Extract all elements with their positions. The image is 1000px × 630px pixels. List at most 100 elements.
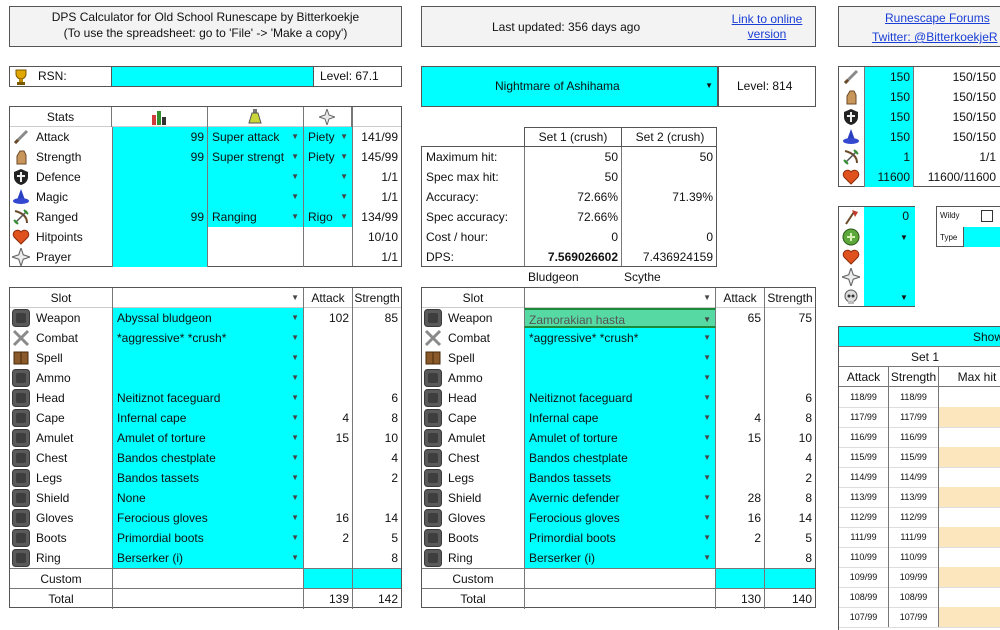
stat-boost-select[interactable]: Ranging ▼ [208,207,304,227]
stat-boost-select[interactable]: Super attack ▼ [208,127,304,147]
equipment-row-cape: Cape Infernal cape ▼ 4 8 [422,408,815,428]
right-stat-input[interactable]: 150 [864,107,914,127]
stat-level-input[interactable]: 99 [112,207,208,227]
legs-slot-icon [424,469,442,487]
right-stat-input[interactable]: 150 [864,67,914,87]
set2-equipment-table: Slot ▼ Attack Strength Weapon Zamorakian hast… [421,287,816,609]
show-row-maxhit [939,567,1000,587]
item-strength: 8 [805,551,812,565]
item-select[interactable]: ▼ [112,368,304,388]
custom-attack-input[interactable] [716,569,765,589]
total-spacer [524,589,716,609]
stat-level-input[interactable]: 99 [112,127,208,147]
stat-prayer-select[interactable]: Piety ▼ [304,147,352,167]
custom-input[interactable] [112,569,304,589]
weapon-slot-icon [12,309,30,327]
stat-boost-select[interactable]: Super strengt ▼ [208,147,304,167]
item-select[interactable]: Berserker (i) ▼ [524,548,716,568]
misc-value: 0 [902,209,909,223]
stat-result: 10/10 [367,230,398,244]
stat-level-input[interactable] [112,167,208,187]
stat-boost-select[interactable]: ▼ [208,187,304,207]
right-stat-input[interactable]: 1 [864,147,914,167]
axe-icon [842,208,860,226]
item-select[interactable]: Bandos tassets ▼ [112,468,304,488]
item-select[interactable]: Berserker (i) ▼ [112,548,304,568]
item-select[interactable]: Bandos chestplate ▼ [524,448,716,468]
item-select[interactable]: Primordial boots ▼ [524,528,716,548]
monster-select[interactable]: Nightmare of Ashihama ▼ [421,66,718,107]
item-select[interactable]: Bandos chestplate ▼ [112,448,304,468]
set2-result-header: Set 2 (crush) [635,130,705,144]
item-select[interactable]: ▼ [112,348,304,368]
show-row-maxhit [939,587,1000,607]
item-select[interactable]: Abyssal bludgeon ▼ [112,308,304,328]
show-row: 107/99 107/99 [839,607,1000,628]
show-row-maxhit [939,387,1000,407]
custom-strength-input[interactable] [765,569,815,589]
stats-level-header [112,107,208,127]
custom-attack-input[interactable] [304,569,353,589]
item-select[interactable]: None ▼ [112,488,304,508]
chevron-down-icon: ▼ [291,293,299,302]
item-select[interactable]: Primordial boots ▼ [112,528,304,548]
item-select[interactable]: *aggressive* *crush* ▼ [112,328,304,348]
custom-input[interactable] [524,569,716,589]
chevron-down-icon: ▼ [703,393,711,402]
item-select[interactable]: *aggressive* *crush* ▼ [524,328,716,348]
ranged-icon [842,148,859,165]
chest-slot-icon [424,449,442,467]
stat-level-input[interactable] [112,227,208,247]
ammo-slot-icon [12,369,30,387]
item-attack: 2 [304,528,353,548]
right-stat-input[interactable]: 150 [864,87,914,107]
item-attack [304,368,353,388]
item-attack [304,548,353,568]
item-select[interactable]: Bandos tassets ▼ [524,468,716,488]
right-stat-input[interactable]: 150 [864,127,914,147]
item-name: Bandos tassets [529,471,612,485]
misc-dropdown-2[interactable]: ▼ [900,293,908,302]
item-select[interactable]: Amulet of torture ▼ [112,428,304,448]
stat-result: 1/1 [381,190,398,204]
item-filter-header[interactable]: ▼ [524,288,716,308]
item-select[interactable]: ▼ [524,368,716,388]
type-select[interactable] [963,227,1000,247]
item-select[interactable]: Ferocious gloves ▼ [524,508,716,528]
stat-level-input[interactable] [112,247,208,267]
custom-strength-input[interactable] [353,569,401,589]
stat-prayer-select[interactable]: ▼ [304,167,352,187]
stat-level-input[interactable] [112,187,208,207]
item-select[interactable]: Infernal cape ▼ [112,408,304,428]
item-select[interactable]: Avernic defender ▼ [524,488,716,508]
item-select[interactable]: Infernal cape ▼ [524,408,716,428]
item-select[interactable]: Ferocious gloves ▼ [112,508,304,528]
item-strength [765,328,815,348]
item-filter-header[interactable]: ▼ [112,288,304,308]
right-stat-row: 150 150/150 [839,67,1000,87]
forums-link[interactable]: Runescape Forums [885,11,990,25]
item-strength: 2 [805,471,812,485]
item-select[interactable]: Amulet of torture ▼ [524,428,716,448]
star-icon [842,268,860,286]
result-set2-value [622,167,716,187]
right-stat-input[interactable]: 11600 [864,167,914,187]
stat-prayer-select[interactable]: Rigo ▼ [304,207,352,227]
stat-prayer-select[interactable]: ▼ [304,187,352,207]
item-select[interactable]: Neitiznot faceguard ▼ [112,388,304,408]
misc-dropdown-1[interactable]: ▼ [900,233,908,242]
item-select[interactable]: ▼ [524,348,716,368]
rsn-input[interactable] [111,67,314,86]
stat-name: Attack [36,130,70,144]
show-table: Show Set 1 Attack Strength Max hit 118/99 118/… [838,326,1000,630]
stat-prayer-value: Rigo [308,210,333,224]
twitter-link[interactable]: Twitter: @BitterkoekjeR [872,30,998,44]
stat-level-input[interactable]: 99 [112,147,208,167]
online-version-link[interactable]: Link to online version [731,12,803,41]
cape-slot-icon [12,409,30,427]
wildy-checkbox[interactable] [981,210,993,222]
stat-prayer-select[interactable]: Piety ▼ [304,127,352,147]
stat-boost-select[interactable]: ▼ [208,167,304,187]
item-select[interactable]: Neitiznot faceguard ▼ [524,388,716,408]
item-select[interactable]: Zamorakian hasta ▼ [524,308,716,328]
